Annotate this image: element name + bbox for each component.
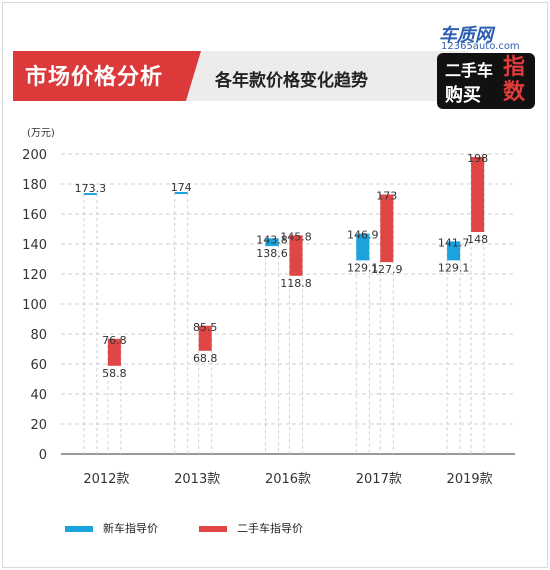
logo-line1: 二手车 [445, 61, 494, 80]
x-tick-label: 2016款 [265, 472, 311, 487]
legend-label-new: 新车指导价 [103, 522, 158, 535]
new-price-high-label: 174 [171, 181, 192, 194]
new-price-high-label: 141.7 [438, 236, 470, 249]
used-price-high-label: 173 [376, 190, 397, 203]
legend-swatch-new [65, 526, 93, 532]
used-price-bar [471, 157, 485, 232]
used-price-low-label: 68.8 [193, 352, 218, 365]
y-tick-label: 180 [22, 178, 47, 193]
y-tick-label: 20 [30, 418, 47, 433]
logo-badge: 二手车 购买 指数 [437, 53, 535, 109]
logo-brand: 车质网 [439, 25, 493, 46]
legend-used-price: 二手车指导价 [199, 520, 303, 536]
y-tick-label: 200 [22, 148, 47, 163]
new-price-bar [447, 241, 461, 261]
new-price-low-label: 129.1 [347, 261, 379, 274]
logo-line2: 购买 [445, 85, 481, 106]
new-price-low-label: 138.6 [256, 247, 288, 260]
new-price-bar [356, 233, 370, 261]
x-tick-label: 2013款 [174, 472, 220, 487]
logo-url: 12365auto.com [441, 41, 520, 52]
used-price-high-label: 85.5 [193, 321, 218, 334]
x-tick-label: 2017款 [356, 472, 402, 487]
y-tick-label: 140 [22, 238, 47, 253]
page-subtitle: 各年款价格变化趋势 [215, 71, 368, 91]
new-price-bar [174, 192, 188, 194]
used-price-high-label: 76.8 [102, 334, 127, 347]
new-price-high-label: 173.3 [75, 182, 107, 195]
new-price-high-label: 146.9 [347, 229, 379, 242]
logo-index: 指数 [503, 55, 526, 105]
new-price-bar [83, 193, 97, 196]
y-tick-label: 100 [22, 298, 47, 313]
new-price-low-label: 129.1 [438, 261, 470, 274]
new-price-high-label: 143.8 [256, 233, 288, 246]
title-banner: 市场价格分析 [13, 51, 201, 101]
y-tick-label: 120 [22, 268, 47, 283]
new-price-bar [265, 238, 279, 247]
x-tick-label: 2012款 [83, 472, 129, 487]
used-price-bar [380, 194, 394, 263]
header: 市场价格分析 各年款价格变化趋势 车质网 12365auto.com 二手车 购… [3, 3, 547, 121]
legend-new-price: 新车指导价 [65, 520, 158, 536]
used-price-high-label: 198 [467, 152, 488, 165]
y-tick-label: 60 [30, 358, 47, 373]
brand-logo: 车质网 12365auto.com 二手车 购买 指数 [433, 21, 541, 111]
used-price-bar [107, 338, 121, 366]
x-tick-label: 2019款 [447, 472, 493, 487]
used-price-bar [289, 235, 303, 276]
used-price-low-label: 58.8 [102, 367, 127, 380]
y-tick-label: 80 [30, 328, 47, 343]
y-tick-label: 160 [22, 208, 47, 223]
used-price-low-label: 118.8 [280, 277, 312, 290]
legend-swatch-used [199, 526, 227, 532]
y-tick-label: 0 [39, 448, 47, 463]
y-axis-unit: (万元) [27, 128, 55, 139]
used-price-high-label: 145.8 [280, 230, 312, 243]
page-title: 市场价格分析 [25, 65, 164, 90]
used-price-bar [198, 325, 212, 351]
y-tick-label: 40 [30, 388, 47, 403]
used-price-low-label: 127.9 [371, 263, 403, 276]
price-range-chart: (万元) 0 20 40 60 80 100 120 140 160 180 200 2012款 173.… [22, 128, 515, 487]
legend-label-used: 二手车指导价 [237, 522, 303, 535]
used-price-low-label: 148 [467, 233, 488, 246]
title-band: 市场价格分析 各年款价格变化趋势 [13, 51, 468, 101]
